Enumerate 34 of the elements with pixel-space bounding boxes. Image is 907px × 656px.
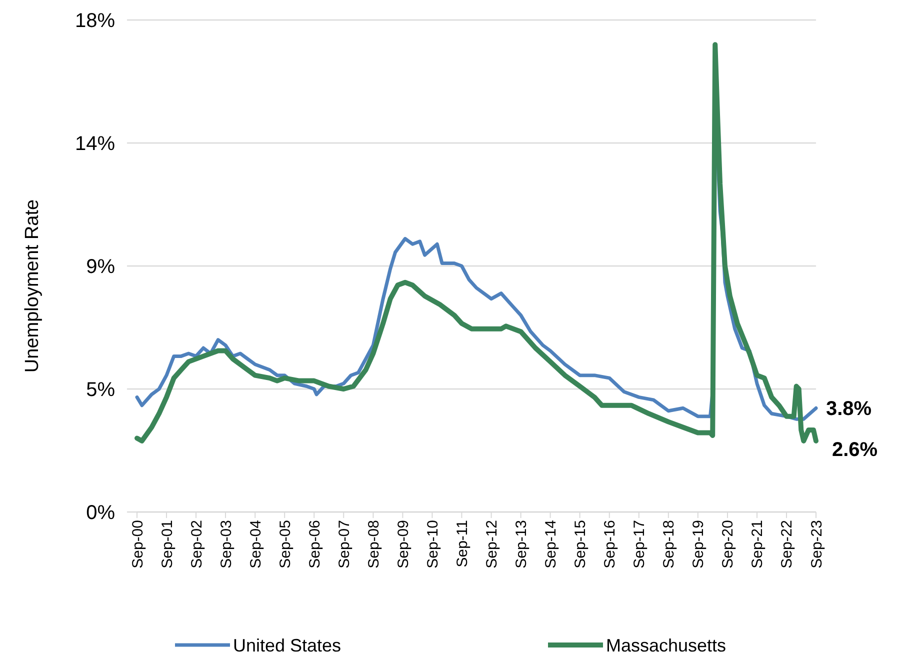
legend-label: Massachusetts <box>606 635 726 656</box>
annotation: 3.8% <box>826 398 872 420</box>
x-tick-label: Sep-19 <box>690 520 708 568</box>
x-tick-label: Sep-15 <box>572 520 590 568</box>
x-tick-label: Sep-02 <box>188 520 206 568</box>
x-tick-label: Sep-01 <box>158 520 176 568</box>
x-tick-label: Sep-03 <box>218 520 235 568</box>
y-tick-label: 14% <box>74 133 116 155</box>
x-tick-label: Sep-04 <box>247 520 264 568</box>
x-tick-label: Sep-21 <box>749 520 766 568</box>
x-tick-label: Sep-08 <box>365 520 382 568</box>
y-axis-title: Unemployment Rate <box>22 199 43 373</box>
x-tick-label: Sep-00 <box>129 520 146 568</box>
x-tick-label: Sep-07 <box>336 520 353 568</box>
x-tick-label: Sep-22 <box>778 520 796 568</box>
x-tick-label: Sep-23 <box>808 520 826 568</box>
x-tick-label: Sep-18 <box>660 520 678 568</box>
x-tick-label: Sep-16 <box>602 520 619 568</box>
x-tick-label: Sep-05 <box>276 520 294 568</box>
x-tick-label: Sep-17 <box>631 520 648 568</box>
y-tick-label: 5% <box>86 379 116 401</box>
annotation: 2.6% <box>832 438 878 461</box>
x-tick-label: Sep-10 <box>424 520 442 568</box>
x-tick-label: Sep-14 <box>542 520 560 568</box>
x-tick-label: Sep-20 <box>720 520 737 568</box>
legend-label: United States <box>233 635 342 656</box>
x-tick-label: Sep-11 <box>454 520 471 568</box>
x-tick-label: Sep-12 <box>484 520 501 568</box>
x-tick-label: Sep-09 <box>394 520 412 568</box>
y-tick-label: 18% <box>74 10 116 32</box>
x-tick-label: Sep-13 <box>513 520 530 568</box>
y-tick-label: 0% <box>86 502 116 524</box>
x-tick-label: Sep-06 <box>306 520 324 568</box>
y-tick-label: 9% <box>86 256 116 278</box>
